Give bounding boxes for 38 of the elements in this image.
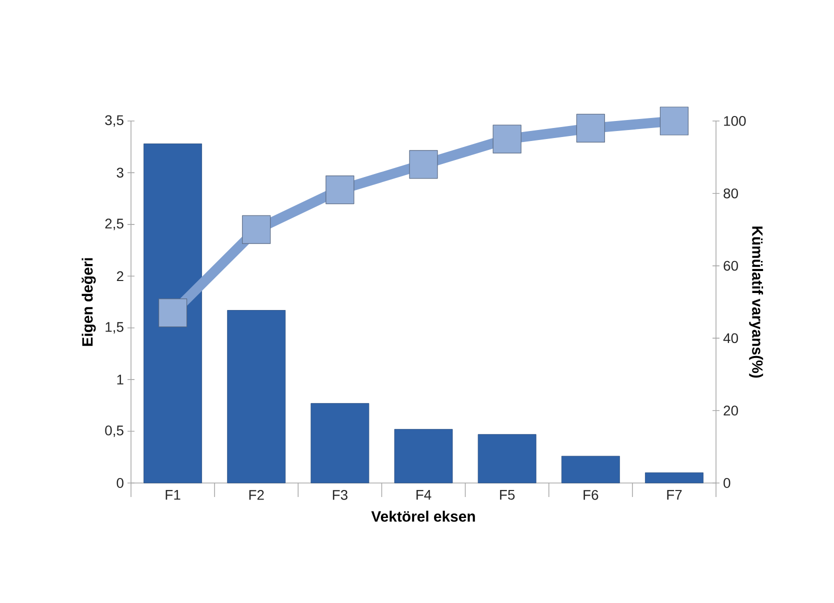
y2-tick-label: 40	[723, 333, 738, 344]
point	[409, 150, 438, 179]
bar	[561, 456, 620, 484]
x-tick-label: F7	[667, 490, 682, 500]
point	[158, 298, 188, 328]
bar	[394, 429, 453, 484]
point	[492, 124, 522, 154]
bar	[144, 144, 202, 484]
point	[326, 175, 354, 204]
x-axis-title: Vektörel eksen	[371, 510, 475, 522]
point	[576, 114, 605, 143]
point	[660, 106, 689, 136]
bar	[227, 310, 286, 484]
x-tick-label: F3	[332, 490, 348, 500]
y-tick-label: 0	[116, 478, 124, 488]
y2-tick-label: 60	[724, 260, 738, 271]
y-tick-label: 1	[117, 374, 124, 384]
y2-axis-title: Kümülatif varyans(%)	[749, 226, 764, 378]
y-tick-label: 2,5	[105, 218, 124, 230]
x-tick-label: F1	[166, 490, 180, 500]
bar	[645, 472, 704, 484]
point	[242, 215, 271, 244]
y-tick-label: 2	[116, 271, 124, 282]
y2-tick-label: 0	[724, 478, 730, 488]
y2-tick-label: 80	[724, 188, 738, 198]
x-tick-label: F4	[416, 490, 432, 500]
y2-tick-label: 20	[724, 406, 738, 416]
y-tick-label: 3	[116, 168, 124, 178]
x-tick-label: F2	[249, 490, 264, 500]
y-tick-label: 3,5	[105, 115, 124, 127]
x-tick-label: F6	[584, 490, 598, 500]
x-tick-label: F5	[500, 490, 515, 500]
bar	[478, 434, 536, 484]
y-tick-label: 0,5	[105, 426, 124, 438]
y-tick-label: 1,5	[106, 322, 124, 334]
y2-tick-label: 100	[724, 116, 746, 126]
y-axis-title: Eigen değeri	[82, 258, 96, 346]
bar	[310, 403, 370, 484]
